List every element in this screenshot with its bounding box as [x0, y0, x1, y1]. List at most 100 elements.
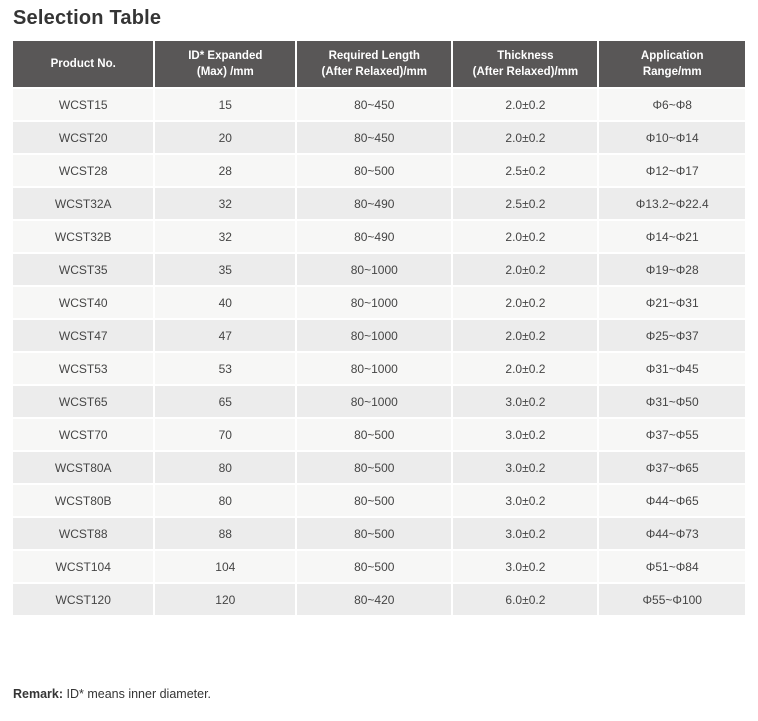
table-cell: WCST20 — [13, 122, 154, 154]
column-header-0: Product No. — [13, 41, 154, 88]
remark: Remark: ID* means inner diameter. — [13, 687, 747, 701]
table-cell: Φ31~Φ45 — [599, 353, 745, 385]
table-cell: 80~500 — [297, 518, 452, 550]
table-cell: WCST80B — [13, 485, 154, 517]
table-cell: 65 — [155, 386, 296, 418]
table-cell: Φ12~Φ17 — [599, 155, 745, 187]
table-cell: WCST70 — [13, 419, 154, 451]
table-row: WCST47 47 80~1000 2.0±0.2 Φ25~Φ37 — [13, 320, 745, 352]
table-cell: WCST120 — [13, 584, 154, 616]
table-cell: 53 — [155, 353, 296, 385]
table-cell: Φ37~Φ55 — [599, 419, 745, 451]
table-cell: 80~420 — [297, 584, 452, 616]
table-cell: 32 — [155, 188, 296, 220]
table-cell: 80~500 — [297, 419, 452, 451]
column-header-line: Range/mm — [642, 66, 702, 79]
table-cell: Φ13.2~Φ22.4 — [599, 188, 745, 220]
table-cell: 80~1000 — [297, 287, 452, 319]
column-header-2: Required Length (After Relaxed)/mm — [297, 41, 452, 88]
table-cell: 80~490 — [297, 188, 452, 220]
table-cell: WCST104 — [13, 551, 154, 583]
table-cell: 80~500 — [297, 452, 452, 484]
table-cell: 20 — [155, 122, 296, 154]
table-cell: WCST32A — [13, 188, 154, 220]
table-row: WCST104 104 80~500 3.0±0.2 Φ51~Φ84 — [13, 551, 745, 583]
table-cell: 2.0±0.2 — [453, 353, 598, 385]
table-cell: 3.0±0.2 — [453, 485, 598, 517]
table-cell: WCST65 — [13, 386, 154, 418]
table-cell: 80 — [155, 452, 296, 484]
table-cell: WCST15 — [13, 89, 154, 121]
table-cell: 80 — [155, 485, 296, 517]
table-cell: 32 — [155, 221, 296, 253]
table-row: WCST88 88 80~500 3.0±0.2 Φ44~Φ73 — [13, 518, 745, 550]
table-cell: 2.0±0.2 — [453, 89, 598, 121]
column-header-1: ID* Expanded (Max) /mm — [155, 41, 296, 88]
table-cell: WCST32B — [13, 221, 154, 253]
table-cell: Φ31~Φ50 — [599, 386, 745, 418]
table-cell: WCST80A — [13, 452, 154, 484]
column-header-line: Product No. — [50, 58, 116, 71]
table-cell: 2.0±0.2 — [453, 254, 598, 286]
table-cell: Φ6~Φ8 — [599, 89, 745, 121]
table-cell: WCST88 — [13, 518, 154, 550]
table-row: WCST35 35 80~1000 2.0±0.2 Φ19~Φ28 — [13, 254, 745, 286]
table-cell: 2.0±0.2 — [453, 320, 598, 352]
table-cell: WCST28 — [13, 155, 154, 187]
column-header-line: (Max) /mm — [196, 66, 254, 79]
page-title: Selection Table — [13, 7, 162, 29]
table-cell: Φ14~Φ21 — [599, 221, 745, 253]
table-row: WCST15 15 80~450 2.0±0.2 Φ6~Φ8 — [13, 89, 745, 121]
table-cell: 80~500 — [297, 551, 452, 583]
column-header-4: Application Range/mm — [599, 41, 745, 88]
table-cell: 80~450 — [297, 89, 452, 121]
table-cell: 80~1000 — [297, 254, 452, 286]
table-row: WCST32A 32 80~490 2.5±0.2 Φ13.2~Φ22.4 — [13, 188, 745, 220]
column-header-line: Thickness — [497, 50, 554, 62]
table-cell: 3.0±0.2 — [453, 551, 598, 583]
table-cell: Φ44~Φ73 — [599, 518, 745, 550]
table-cell: Φ21~Φ31 — [599, 287, 745, 319]
table-cell: 80~1000 — [297, 320, 452, 352]
table-cell: WCST40 — [13, 287, 154, 319]
table-cell: 80~500 — [297, 485, 452, 517]
table-cell: 35 — [155, 254, 296, 286]
table-cell: Φ51~Φ84 — [599, 551, 745, 583]
table-row: WCST70 70 80~500 3.0±0.2 Φ37~Φ55 — [13, 419, 745, 451]
table-row: WCST80B 80 80~500 3.0±0.2 Φ44~Φ65 — [13, 485, 745, 517]
table-cell: 47 — [155, 320, 296, 352]
table-cell: 3.0±0.2 — [453, 452, 598, 484]
table-cell: 6.0±0.2 — [453, 584, 598, 616]
table-row: WCST20 20 80~450 2.0±0.2 Φ10~Φ14 — [13, 122, 745, 154]
table-cell: 28 — [155, 155, 296, 187]
table-cell: WCST53 — [13, 353, 154, 385]
table-cell: 3.0±0.2 — [453, 518, 598, 550]
table-row: WCST40 40 80~1000 2.0±0.2 Φ21~Φ31 — [13, 287, 745, 319]
table-cell: 80~490 — [297, 221, 452, 253]
selection-table: Product No. ID* Expanded (Max) /mm Required… — [11, 39, 747, 617]
table-row: WCST80A 80 80~500 3.0±0.2 Φ37~Φ65 — [13, 452, 745, 484]
remark-label: Remark: — [13, 687, 64, 702]
table-cell: 80~500 — [297, 155, 452, 187]
table-header: Product No. ID* Expanded (Max) /mm Required… — [13, 41, 745, 88]
table-body: WCST15 15 80~450 2.0±0.2 Φ6~Φ8 WCST20 20 80~450… — [13, 89, 745, 616]
table-cell: 104 — [155, 551, 296, 583]
table-cell: 80~1000 — [297, 353, 452, 385]
remark-text: ID* means inner diameter. — [63, 687, 212, 702]
table-row: WCST32B 32 80~490 2.0±0.2 Φ14~Φ21 — [13, 221, 745, 253]
table-cell: Φ55~Φ100 — [599, 584, 745, 616]
table-cell: WCST35 — [13, 254, 154, 286]
table-cell: 2.0±0.2 — [453, 287, 598, 319]
table-cell: 80~450 — [297, 122, 452, 154]
column-header-3: Thickness (After Relaxed)/mm — [453, 41, 598, 88]
table-cell: Φ19~Φ28 — [599, 254, 745, 286]
table-row: WCST53 53 80~1000 2.0±0.2 Φ31~Φ45 — [13, 353, 745, 385]
table-row: WCST28 28 80~500 2.5±0.2 Φ12~Φ17 — [13, 155, 745, 187]
table-cell: 3.0±0.2 — [453, 386, 598, 418]
table-cell: 2.0±0.2 — [453, 122, 598, 154]
table-cell: Φ10~Φ14 — [599, 122, 745, 154]
table-cell: 70 — [155, 419, 296, 451]
column-header-line: Required Length — [328, 50, 420, 62]
column-header-line: (After Relaxed)/mm — [472, 66, 579, 79]
table-cell: 2.5±0.2 — [453, 155, 598, 187]
